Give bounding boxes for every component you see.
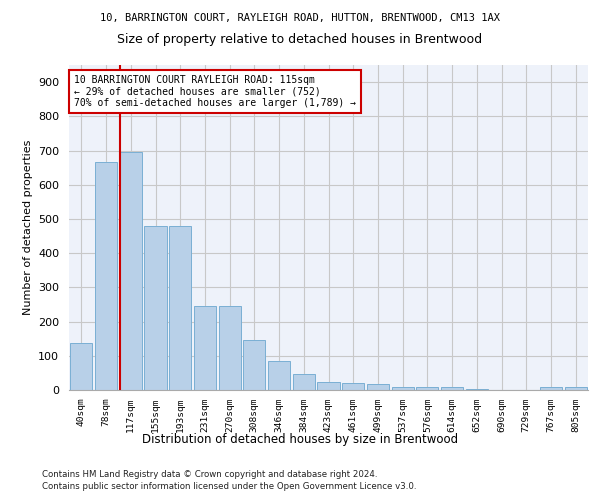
Bar [392,386,414,390]
Bar [70,343,92,390]
Bar [119,152,142,390]
Text: 10, BARRINGTON COURT, RAYLEIGH ROAD, HUTTON, BRENTWOOD, CM13 1AX: 10, BARRINGTON COURT, RAYLEIGH ROAD, HUT… [100,12,500,22]
Bar [293,374,315,390]
Bar [540,388,562,390]
Bar [145,226,167,390]
Bar [367,384,389,390]
Bar [218,306,241,390]
Y-axis label: Number of detached properties: Number of detached properties [23,140,32,315]
Bar [565,388,587,390]
Text: Size of property relative to detached houses in Brentwood: Size of property relative to detached ho… [118,32,482,46]
Bar [243,340,265,390]
Bar [441,388,463,390]
Bar [416,386,439,390]
Bar [317,382,340,390]
Text: 10 BARRINGTON COURT RAYLEIGH ROAD: 115sqm
← 29% of detached houses are smaller (: 10 BARRINGTON COURT RAYLEIGH ROAD: 115sq… [74,74,356,108]
Text: Distribution of detached houses by size in Brentwood: Distribution of detached houses by size … [142,432,458,446]
Bar [194,306,216,390]
Text: Contains HM Land Registry data © Crown copyright and database right 2024.: Contains HM Land Registry data © Crown c… [42,470,377,479]
Text: Contains public sector information licensed under the Open Government Licence v3: Contains public sector information licen… [42,482,416,491]
Bar [95,162,117,390]
Bar [342,383,364,390]
Bar [169,226,191,390]
Bar [268,361,290,390]
